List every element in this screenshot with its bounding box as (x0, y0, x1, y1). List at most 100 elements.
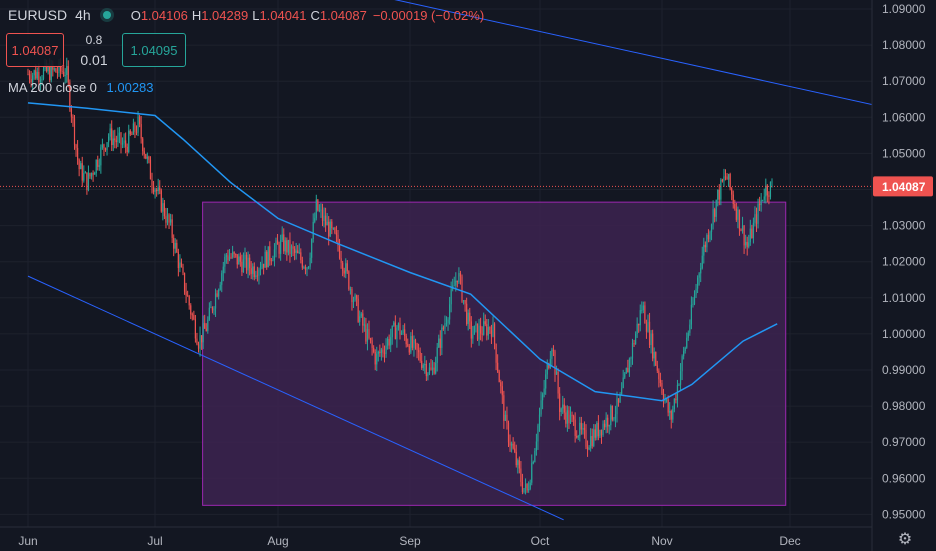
candle-body (166, 214, 169, 223)
candle-body (585, 429, 587, 447)
candle-body (720, 179, 722, 200)
candle-body (128, 130, 130, 152)
candle-body (427, 373, 429, 377)
candle-body (422, 365, 424, 368)
candle-body (611, 405, 613, 420)
candle-body (554, 351, 556, 375)
candle-body (461, 276, 463, 302)
candle-body (259, 268, 262, 270)
sell-button[interactable]: 1.04087 (6, 33, 64, 67)
candle-body (416, 343, 418, 351)
candle-body (439, 338, 441, 348)
candle-body (419, 352, 421, 361)
candle-body (28, 74, 31, 79)
candle-body (678, 384, 680, 386)
candle-body (638, 323, 640, 326)
candle-body (366, 329, 369, 342)
candle-body (263, 263, 265, 268)
candle-body (723, 176, 725, 182)
candle-body (177, 252, 179, 269)
candle-body (475, 323, 477, 326)
candle-body (42, 69, 45, 79)
timeframe[interactable]: 4h (75, 7, 91, 23)
y-tick-label: 1.02000 (882, 255, 926, 269)
candle-body (301, 259, 303, 268)
quantity-value[interactable]: 0.01 (80, 52, 108, 68)
candle-body (216, 293, 218, 297)
candle-body (228, 256, 231, 261)
trendline-1 (27, 275, 564, 521)
candle-body (500, 382, 502, 387)
candle-body (642, 305, 644, 311)
candle-body (504, 414, 506, 421)
candle-body (599, 429, 601, 437)
candle-body (489, 327, 491, 331)
candle-body (394, 322, 396, 340)
candle-body (404, 329, 406, 336)
candle-body (517, 460, 519, 466)
candle-body (588, 447, 590, 450)
candle-body (349, 289, 351, 290)
candle-body (431, 367, 434, 370)
candle-body (438, 338, 440, 348)
last-price-label: 1.04087 (882, 180, 926, 194)
symbol-name[interactable]: EURUSD (8, 7, 68, 23)
candle-body (470, 321, 472, 339)
candle-body (258, 269, 260, 276)
candle-body (201, 335, 203, 343)
close-label: C (310, 7, 320, 23)
spread-quantity: 0.8 0.01 (66, 30, 122, 70)
candle-body (154, 189, 156, 192)
candle-body (596, 422, 598, 438)
candle-body (275, 240, 277, 250)
candle-body (337, 234, 339, 246)
candle-body (222, 266, 224, 274)
candle-body (351, 289, 353, 303)
candle-body (628, 358, 630, 373)
candle-body (199, 335, 201, 349)
candle-body (718, 189, 720, 200)
candle-body (741, 225, 744, 231)
market-open-indicator (102, 11, 111, 19)
candle-body (328, 221, 330, 237)
chart-settings-gear-icon[interactable]: ⚙ (897, 531, 913, 548)
candle-body (486, 324, 488, 336)
candle-body (115, 140, 117, 143)
candle-body (49, 66, 51, 81)
candle-body (641, 310, 643, 311)
candle-body (117, 135, 119, 143)
candle-body (428, 367, 431, 374)
candle-body (653, 352, 655, 359)
candle-body (151, 179, 153, 186)
candle-body (760, 199, 762, 206)
candle-body (318, 210, 320, 211)
candle-body (540, 400, 542, 415)
ma-legend[interactable]: MA 200 close 0 1.00283 (8, 80, 154, 95)
buy-button[interactable]: 1.04095 (122, 33, 186, 67)
candle-body (321, 209, 324, 221)
candle-body (421, 360, 423, 368)
candle-body (689, 324, 691, 333)
candle-body (348, 271, 350, 290)
candle-body (303, 267, 305, 268)
candle-body (683, 351, 685, 357)
candle-body (690, 304, 692, 325)
candle-body (413, 339, 415, 348)
candle-body (171, 219, 173, 238)
symbol-legend: EURUSD 4h O 1.04106 H 1.04289 L 1.04041 C 1.… (8, 7, 484, 23)
candle-body (32, 75, 34, 83)
candle-body (391, 325, 393, 338)
candle-body (566, 410, 568, 424)
candle-body (304, 267, 307, 270)
candle-body (179, 262, 181, 269)
candle-body (590, 436, 592, 448)
candle-body (125, 140, 127, 147)
candle-body (721, 179, 723, 182)
candle-body (497, 362, 499, 372)
candle-body (114, 138, 116, 141)
candle-body (726, 176, 728, 180)
candle-body (145, 154, 147, 159)
candle-body (221, 273, 223, 285)
candle-body (373, 347, 375, 352)
